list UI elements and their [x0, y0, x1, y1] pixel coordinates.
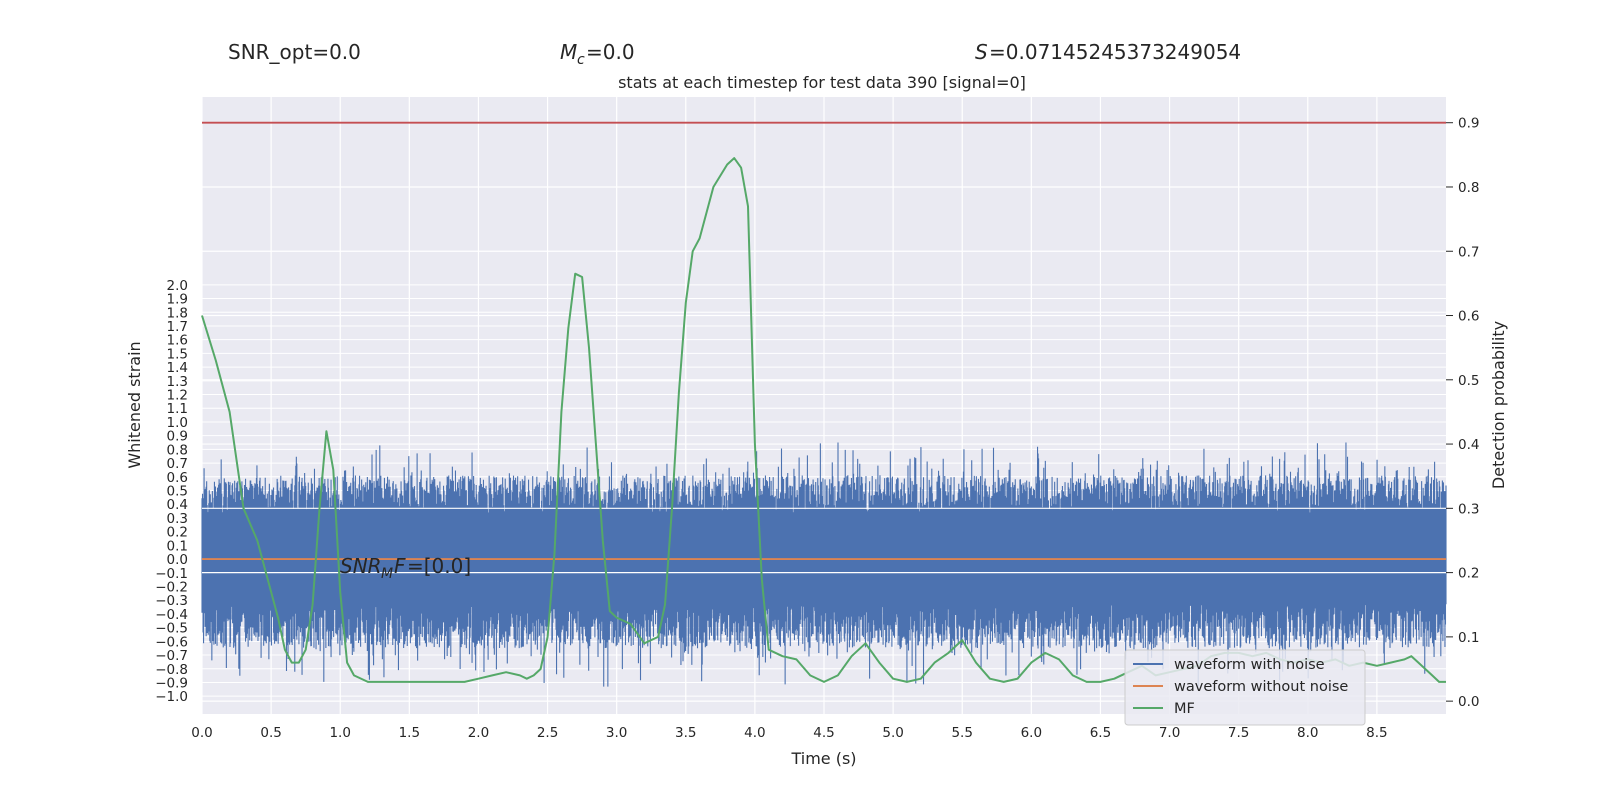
right-tick-5: 0.5 [1458, 373, 1479, 389]
left-tick-15: 0.5 [167, 484, 188, 500]
right-axis-label: Detection probability [1489, 321, 1508, 489]
left-axis-ticks: 2.01.91.81.71.61.51.41.31.21.11.00.90.80… [155, 278, 188, 705]
right-axis-ticks: 0.0 0.1 0.2 0.3 0.4 0.5 0.6 0.7 0.8 0.9 [1446, 116, 1479, 710]
x-tick-14: 7.0 [1159, 725, 1180, 741]
stat-mc-value: =0.0 [586, 40, 635, 64]
mc-subscript: c [577, 52, 585, 68]
left-tick-9: 1.1 [167, 401, 188, 417]
left-tick-10: 1.0 [167, 415, 188, 431]
left-tick-23: −0.3 [155, 593, 188, 609]
left-tick-5: 1.5 [167, 346, 188, 362]
left-axis-label: Whitened strain [125, 341, 144, 468]
stat-mc: M c =0.0 [560, 40, 635, 68]
stat-s: S =0.07145245373249054 [975, 40, 1241, 64]
left-tick-29: −0.9 [155, 675, 188, 691]
x-tick-12: 6.0 [1021, 725, 1042, 741]
left-tick-25: −0.5 [155, 621, 188, 637]
annotation-subscript: M [381, 566, 393, 582]
x-tick-3: 1.5 [399, 725, 420, 741]
x-tick-1: 0.5 [260, 725, 281, 741]
left-tick-16: 0.4 [167, 497, 188, 513]
left-tick-11: 0.9 [167, 429, 188, 445]
right-tick-3: 0.3 [1458, 501, 1479, 517]
stat-s-value: =0.07145245373249054 [989, 40, 1241, 64]
annotation-value: =[0.0] [407, 554, 471, 578]
legend-label-mf: MF [1174, 701, 1195, 717]
x-tick-2: 1.0 [329, 725, 350, 741]
left-tick-19: 0.1 [167, 538, 188, 554]
right-tick-9: 0.9 [1458, 116, 1479, 132]
annotation-f: F [394, 554, 406, 578]
right-tick-6: 0.6 [1458, 309, 1479, 325]
x-tick-13: 6.5 [1090, 725, 1111, 741]
left-tick-21: −0.1 [155, 566, 188, 582]
x-tick-6: 3.0 [606, 725, 627, 741]
left-tick-12: 0.8 [167, 442, 188, 458]
stat-snr-opt: SNR_opt=0.0 [228, 40, 361, 64]
left-tick-17: 0.3 [167, 511, 188, 527]
x-axis-label: Time (s) [790, 749, 856, 768]
snr-mf-annotation: SNR M F =[0.0] [340, 554, 471, 582]
x-tick-5: 2.5 [537, 725, 558, 741]
right-tick-8: 0.8 [1458, 180, 1479, 196]
x-tick-7: 3.5 [675, 725, 696, 741]
x-tick-9: 4.5 [813, 725, 834, 741]
left-tick-22: −0.2 [155, 579, 188, 595]
left-tick-2: 1.8 [167, 305, 188, 321]
x-tick-16: 8.0 [1297, 725, 1318, 741]
left-tick-6: 1.4 [167, 360, 188, 376]
legend-label-noise: waveform with noise [1174, 657, 1325, 673]
right-tick-7: 0.7 [1458, 244, 1479, 260]
legend-label-clean: waveform without noise [1174, 679, 1348, 695]
left-tick-7: 1.3 [167, 374, 188, 390]
left-tick-3: 1.7 [167, 319, 188, 335]
s-symbol: S [975, 40, 988, 64]
legend: waveform with noise waveform without noi… [1124, 649, 1366, 726]
left-tick-13: 0.7 [167, 456, 188, 472]
right-tick-0: 0.0 [1458, 694, 1479, 710]
x-axis-ticks: 0.0 0.5 1.0 1.5 2.0 2.5 3.0 3.5 4.0 4.5 5.0 5.5 6.0 6… [191, 725, 1387, 741]
legend-box [1124, 649, 1366, 726]
x-tick-17: 8.5 [1366, 725, 1387, 741]
right-tick-1: 0.1 [1458, 630, 1479, 646]
left-tick-27: −0.7 [155, 648, 188, 664]
right-tick-4: 0.4 [1458, 437, 1479, 453]
right-tick-2: 0.2 [1458, 566, 1479, 582]
x-tick-4: 2.0 [468, 725, 489, 741]
x-tick-8: 4.0 [744, 725, 765, 741]
x-tick-0: 0.0 [191, 725, 212, 741]
annotation-snr-symbol: SNR [340, 554, 382, 578]
chart-title: stats at each timestep for test data 390… [618, 73, 1026, 92]
x-tick-15: 7.5 [1228, 725, 1249, 741]
left-tick-30: −1.0 [155, 689, 188, 705]
x-tick-11: 5.5 [951, 725, 972, 741]
x-tick-10: 5.0 [882, 725, 903, 741]
left-tick-0: 2.0 [167, 278, 188, 294]
left-tick-14: 0.6 [167, 470, 188, 486]
left-tick-28: −0.8 [155, 662, 188, 678]
left-tick-4: 1.6 [167, 333, 188, 349]
left-tick-1: 1.9 [167, 292, 188, 308]
mc-symbol: M [560, 40, 577, 64]
left-tick-20: 0.0 [167, 552, 188, 568]
left-tick-26: −0.6 [155, 634, 188, 650]
left-tick-18: 0.2 [167, 525, 188, 541]
left-tick-24: −0.4 [155, 607, 188, 623]
left-tick-8: 1.2 [167, 388, 188, 404]
